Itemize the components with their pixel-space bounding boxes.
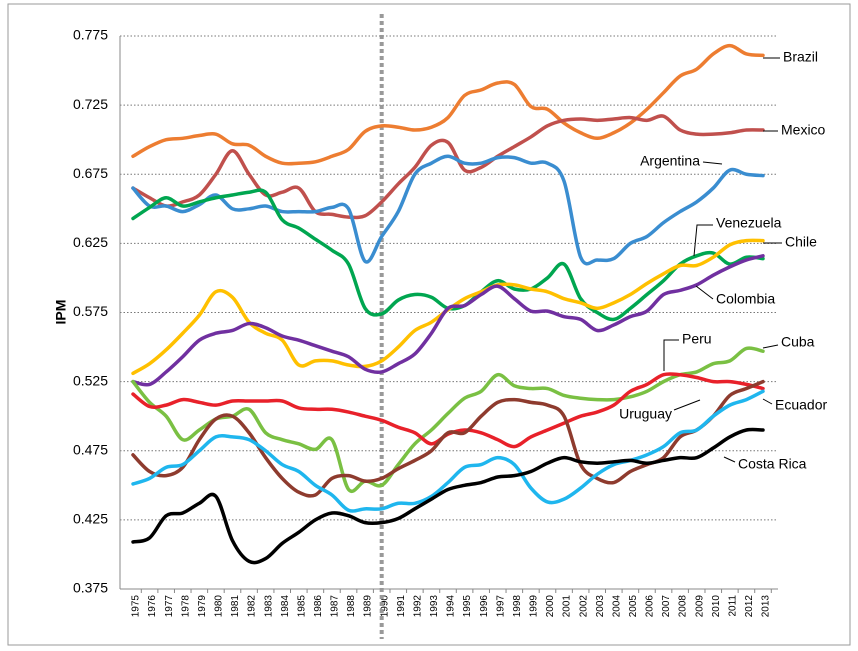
series-label: Uruguay xyxy=(619,406,672,422)
x-tick-label: 1977 xyxy=(164,595,175,618)
x-tick-label: 2004 xyxy=(611,595,622,618)
y-tick-label: 0.425 xyxy=(73,511,108,527)
x-tick-label: 1985 xyxy=(296,595,307,618)
x-tick-label: 2009 xyxy=(694,595,705,618)
x-tick-label: 1976 xyxy=(147,595,158,618)
series-label: Cuba xyxy=(781,334,815,350)
y-tick-label: 0.525 xyxy=(73,372,108,388)
y-tick-label: 0.675 xyxy=(73,165,108,181)
x-tick-label: 1978 xyxy=(180,595,191,618)
x-tick-label: 2007 xyxy=(661,595,672,618)
x-tick-label: 2002 xyxy=(578,595,589,618)
series-label: Chile xyxy=(785,234,817,250)
x-tick-label: 1988 xyxy=(346,595,357,618)
leader-line xyxy=(695,285,714,300)
leader-line xyxy=(723,456,736,463)
x-tick-label: 2006 xyxy=(645,595,656,618)
x-tick-label: 1995 xyxy=(462,595,473,618)
x-tick-label: 1989 xyxy=(363,595,374,618)
series-label: Mexico xyxy=(781,122,826,138)
x-tick-label: 1987 xyxy=(330,595,341,618)
x-tick-label: 2011 xyxy=(727,595,738,617)
series-label: Costa Rica xyxy=(738,456,807,472)
x-tick-label: 1979 xyxy=(197,595,208,618)
x-tick-label: 2005 xyxy=(628,595,639,618)
series-label: Venezuela xyxy=(716,215,782,231)
x-tick-label: 1992 xyxy=(412,595,423,618)
x-tick-label: 1990 xyxy=(379,595,390,618)
x-tick-label: 2000 xyxy=(545,595,556,618)
x-tick-label: 1975 xyxy=(131,595,142,618)
leader-line xyxy=(762,398,773,405)
leader-line xyxy=(673,399,701,411)
series-line xyxy=(131,427,765,565)
leader-line xyxy=(702,161,723,165)
x-tick-label: 1991 xyxy=(396,595,407,618)
x-tick-label: 1986 xyxy=(313,595,324,618)
series-label: Brazil xyxy=(783,49,818,65)
y-tick-label: 0.725 xyxy=(73,96,108,112)
series-label: Argentina xyxy=(640,153,700,169)
x-tick-label: 1996 xyxy=(479,595,490,618)
leader-line xyxy=(762,344,779,349)
x-tick-label: 1993 xyxy=(429,595,440,618)
series-line xyxy=(131,389,765,513)
x-tick-label: 1981 xyxy=(230,595,241,618)
series-label: Ecuador xyxy=(775,397,827,413)
leader-line xyxy=(693,224,713,257)
x-tick-label: 1982 xyxy=(247,595,258,618)
x-tick-label: 1984 xyxy=(280,595,291,618)
x-tick-label: 2010 xyxy=(711,595,722,618)
series-line xyxy=(131,114,765,220)
y-tick-label: 0.375 xyxy=(73,580,108,596)
x-tick-label: 2001 xyxy=(562,595,573,618)
x-tick-label: 2012 xyxy=(744,595,755,618)
x-tick-label: 2008 xyxy=(678,595,689,618)
series-line xyxy=(131,346,765,493)
y-tick-label: 0.625 xyxy=(73,234,108,250)
y-axis-label: IPM xyxy=(53,300,69,325)
x-tick-label: 1994 xyxy=(446,595,457,618)
x-tick-label: 2013 xyxy=(761,595,772,618)
series-label: Colombia xyxy=(716,291,775,307)
x-tick-label: 1997 xyxy=(495,595,506,618)
x-tick-label: 1983 xyxy=(263,595,274,618)
x-tick-label: 1980 xyxy=(214,595,225,618)
x-tick-label: 1998 xyxy=(512,595,523,618)
series-line xyxy=(131,254,765,387)
leader-line xyxy=(663,339,679,371)
y-tick-label: 0.575 xyxy=(73,303,108,319)
x-tick-label: 1999 xyxy=(529,595,540,618)
y-tick-label: 0.475 xyxy=(73,441,108,457)
series-line xyxy=(131,154,765,266)
series-line xyxy=(131,43,765,166)
y-tick-label: 0.775 xyxy=(73,27,108,43)
series-label: Peru xyxy=(682,331,712,347)
x-tick-label: 2003 xyxy=(595,595,606,618)
